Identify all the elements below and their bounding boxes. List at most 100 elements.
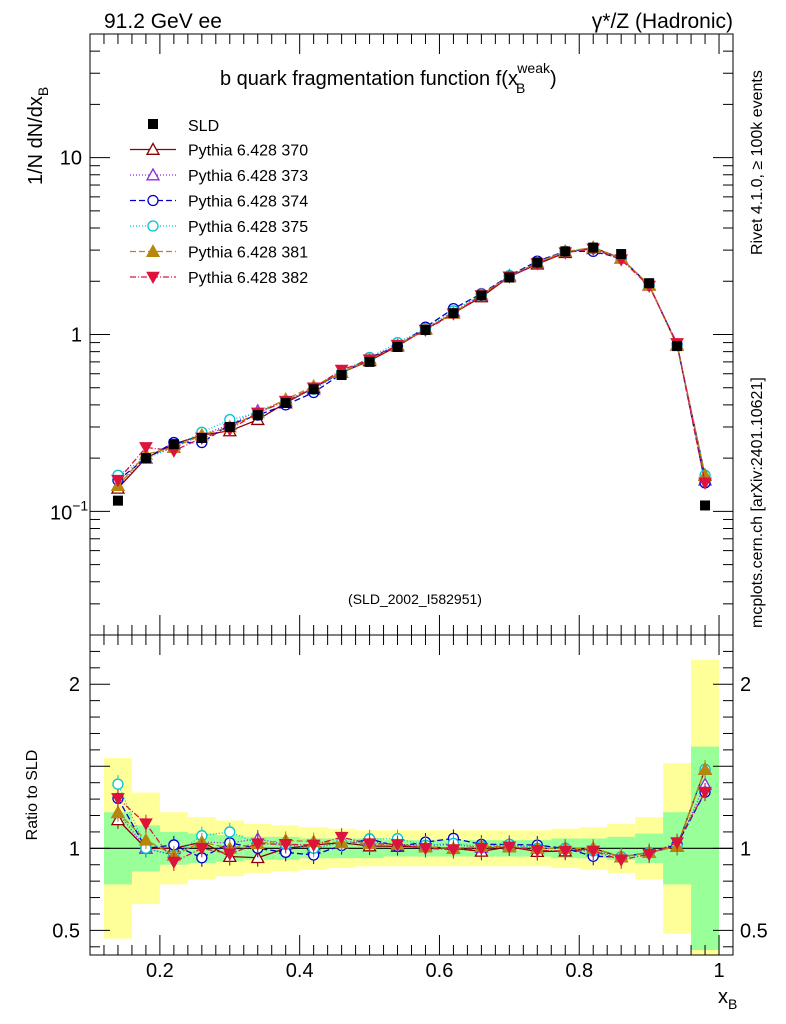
ratio-frame [89,634,734,956]
x-tick-label: 0.2 [146,960,174,982]
ratio-6-point [111,793,125,806]
main-y-tick-label: 1 [71,325,82,347]
ratio-y-axis-label: Ratio to SLD [24,750,41,841]
data-point [588,242,599,253]
ratio-4-point [224,826,236,838]
ratio-panel: 2 2 1 1 0.5 0.5 Ratio to SLD [24,634,768,956]
ratio-line-3 [117,791,706,859]
x-axis-label: xB [718,986,737,1012]
legend: SLD Pythia 6.428 370 Pythia 6.428 373 Pythi… [130,118,308,287]
legend-marker-5 [145,244,161,257]
data-point [196,432,207,443]
mcplots-label: mcplots.cern.ch [arXiv:2401.10621] [749,377,766,628]
legend-marker-4 [147,220,159,232]
ratio-line-6 [117,791,706,863]
ratio-line-5 [117,769,706,858]
data-point [448,308,459,319]
data-point [308,384,319,395]
rivet-label: Rivet 4.1.0, ≥ 100k events [749,70,766,255]
header-right-label: γ*/Z (Hadronic) [592,10,733,33]
ratio-6-point [474,843,489,856]
main-y-tick-label: 10 [60,148,82,170]
ratio-6-point [250,838,265,851]
ratio-y-tick-label-right: 1 [740,838,751,860]
main-panel: 10 1 10−1 b quark fragmentation function f… [25,33,734,636]
analysis-id: (SLD_2002_I582951) [348,591,482,607]
ratio-6-point [390,839,405,852]
ratio-6-point [139,818,153,831]
ratio-6-point [446,844,461,857]
data-point [644,278,655,289]
header-left-label: 91.2 GeV ee [104,10,222,33]
ratio-6-point [670,837,684,850]
data-point [672,341,683,352]
x-tick-label: 0.8 [565,960,593,982]
series-6-point [698,477,712,490]
series-line-2 [117,248,706,486]
data-point [616,249,627,260]
legend-label-4: Pythia 6.428 375 [188,219,308,236]
series-6-point [111,474,125,488]
ratio-6-point [530,844,545,858]
ratio-6-point [334,831,349,845]
data-point [252,410,263,421]
ratio-y-tick-label-left: 0.5 [52,920,80,942]
ratio-line-4 [117,769,706,858]
legend-label-5: Pythia 6.428 381 [188,245,308,262]
data-point [392,341,403,352]
legend-marker-data [148,119,158,129]
ratio-6-point [642,848,656,862]
ratio-6-point [614,854,629,867]
ratio-6-point [558,845,573,859]
data-point [336,370,347,381]
series-line-6 [117,248,706,483]
ratio-6-point [362,838,377,851]
data-point [700,500,711,511]
main-frame [89,33,734,636]
ratio-6-point [502,841,517,854]
ratio-6-point [306,839,321,853]
x-tick-label: 0.6 [426,960,454,982]
ratio-y-tick-label-left: 1 [69,838,80,860]
x-tick-label: 1 [713,960,724,982]
ratio-6-point [278,839,293,852]
ratio-6-point [222,848,237,861]
ratio-y-tick-label-right: 2 [740,674,751,696]
ratio-6-point [194,843,209,856]
legend-label-3: Pythia 6.428 374 [188,194,308,211]
ratio-6-point [418,843,433,856]
ratio-6-point [586,845,601,859]
ratio-y-tick-label-left: 2 [69,674,80,696]
data-point [112,495,123,506]
data-point [504,272,515,283]
legend-marker-1 [145,142,161,155]
main-y-tick-label: 10−1 [50,497,88,524]
chart-title: b quark fragmentation function f(xBweak) [220,60,557,96]
data-point [140,453,151,464]
ratio-5-point [110,805,126,819]
legend-marker-2 [145,167,161,181]
data-point [280,397,291,408]
ratio-5-point [138,832,154,846]
data-point [168,439,179,450]
data-point [364,356,375,367]
y-axis-label: 1/N dN/dxB [25,87,51,185]
ratio-6-point [698,786,712,800]
x-tick-label: 0.4 [286,960,314,982]
ratio-5-point [697,761,713,775]
data-point [224,421,235,432]
ratio-6-point [167,856,181,870]
data-point [420,325,431,336]
series-6-point [139,442,153,455]
legend-marker-6 [146,271,160,285]
data-point [560,246,571,257]
legend-label-1: Pythia 6.428 370 [188,143,308,160]
data-point [476,290,487,301]
ratio-y-tick-label-right: 0.5 [740,920,768,942]
legend-label-data: SLD [188,118,219,135]
data-point [532,257,543,268]
legend-marker-3 [147,194,159,207]
legend-label-6: Pythia 6.428 382 [188,270,308,287]
ratio-4-point [112,778,124,790]
